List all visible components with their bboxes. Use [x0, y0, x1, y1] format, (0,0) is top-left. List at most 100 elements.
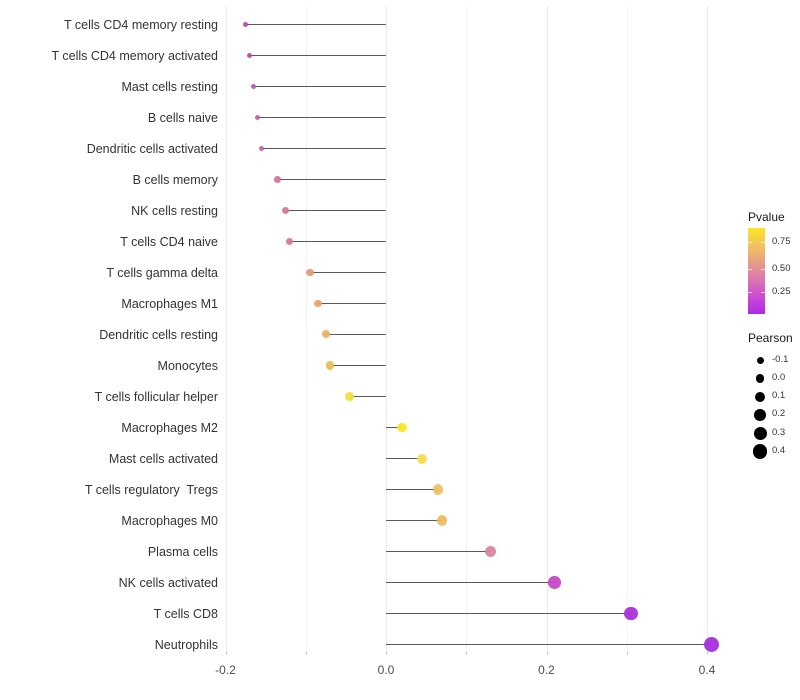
- lollipop-stem: [386, 457, 423, 460]
- lollipop-dot: [250, 83, 257, 90]
- pearson-legend-dot: [754, 409, 766, 421]
- category-label: Dendritic cells activated: [86, 141, 218, 156]
- pvalue-tick-label: 0.50: [772, 262, 791, 274]
- category-label: T cells CD4 memory resting: [64, 17, 218, 32]
- category-label: Plasma cells: [147, 544, 218, 559]
- pearson-legend-dot: [756, 356, 764, 364]
- lollipop-stem: [289, 240, 386, 243]
- lollipop-dot: [325, 361, 334, 370]
- lollipop-stem: [309, 271, 386, 274]
- pearson-legend-dot: [755, 373, 765, 383]
- category-label: T cells gamma delta: [106, 265, 218, 280]
- pearson-legend-label: 0.3: [772, 426, 786, 438]
- category-label: B cells memory: [132, 172, 218, 187]
- pearson-legend-dot: [753, 426, 767, 440]
- pvalue-colorbar: [748, 228, 765, 314]
- lollipop-dot: [417, 453, 428, 464]
- category-label: T cells follicular helper: [94, 389, 218, 404]
- lollipop-stem: [386, 519, 443, 522]
- lollipop-dot: [548, 576, 561, 589]
- axis-tick: [386, 652, 387, 655]
- lollipop-stem: [317, 302, 386, 305]
- axis-tick: [225, 652, 227, 655]
- colorbar-tick: [761, 242, 765, 243]
- x-tick-label: -0.2: [215, 663, 236, 677]
- axis-tick: [466, 652, 468, 655]
- lollipop-dot: [432, 484, 444, 495]
- x-tick-label: 0.2: [538, 663, 555, 677]
- colorbar-tick: [748, 292, 752, 293]
- category-label: NK cells resting: [131, 203, 218, 218]
- lollipop-dot: [436, 515, 448, 526]
- category-label: Monocytes: [157, 358, 218, 373]
- lollipop-stem: [386, 643, 711, 646]
- pvalue-tick-label: 0.75: [772, 236, 791, 247]
- lollipop-stem: [329, 364, 386, 367]
- pearson-legend-label: 0.4: [772, 445, 786, 456]
- pearson-legend-label: 0.1: [772, 390, 786, 402]
- gridline-major: [386, 6, 387, 652]
- lollipop-dot: [345, 392, 355, 401]
- axis-tick: [707, 652, 708, 655]
- lollipop-stem: [261, 147, 386, 150]
- lollipop-dot: [247, 53, 253, 58]
- lollipop-stem: [386, 612, 631, 615]
- category-label: Dendritic cells resting: [99, 327, 218, 342]
- gridline-minor: [305, 6, 307, 652]
- colorbar-tick: [748, 268, 752, 270]
- x-tick-label: 0.0: [377, 663, 395, 677]
- pearson-legend-title: Pearson: [748, 331, 793, 345]
- lollipop-stem: [386, 488, 439, 491]
- lollipop-dot: [282, 207, 290, 214]
- pearson-legend-label: 0.2: [772, 408, 786, 420]
- lollipop-dot: [484, 545, 496, 558]
- category-label: Macrophages M1: [121, 296, 218, 311]
- gridline-major: [546, 6, 548, 652]
- category-label: B cells naive: [147, 110, 218, 125]
- gridline-major: [707, 6, 708, 652]
- category-label: T cells CD4 memory activated: [51, 48, 219, 63]
- lollipop-dot: [321, 330, 330, 339]
- lollipop-stem: [386, 426, 403, 429]
- lollipop-stem: [285, 209, 386, 212]
- lollipop-dot: [274, 176, 281, 183]
- lollipop-stem: [386, 581, 555, 584]
- lollipop-dot: [306, 268, 314, 277]
- pearson-legend-label: 0.0: [772, 371, 786, 383]
- lollipop-dot: [243, 22, 249, 27]
- lollipop-stem: [325, 333, 386, 336]
- category-label: NK cells activated: [118, 575, 218, 590]
- lollipop-dot: [258, 145, 265, 152]
- pvalue-tick-label: 0.25: [772, 286, 791, 297]
- category-label: T cells regulatory Tregs: [84, 482, 218, 497]
- lollipop-dot: [397, 422, 407, 433]
- lollipop-dot: [313, 299, 322, 308]
- category-label: Mast cells activated: [108, 451, 218, 466]
- axis-tick: [546, 652, 548, 655]
- lollipop-dot: [254, 114, 261, 121]
- lollipop-dot: [286, 237, 294, 245]
- pearson-legend-dot: [754, 391, 766, 402]
- category-label: Macrophages M2: [121, 420, 218, 435]
- lollipop-stem: [349, 395, 386, 398]
- pearson-legend-dot: [752, 444, 768, 459]
- gridline-minor: [466, 6, 468, 652]
- category-label: T cells CD8: [153, 606, 218, 621]
- lollipop-dot: [703, 637, 719, 652]
- lollipop-stem: [249, 54, 386, 57]
- lollipop-stem: [245, 23, 386, 26]
- axis-tick: [305, 652, 307, 655]
- x-tick-label: 0.4: [698, 663, 716, 677]
- colorbar-tick: [748, 242, 752, 243]
- category-label: Neutrophils: [154, 637, 218, 652]
- colorbar-tick: [761, 268, 765, 270]
- axis-tick: [626, 652, 628, 655]
- pvalue-legend-title: Pvalue: [748, 210, 785, 224]
- lollipop-stem: [386, 550, 491, 553]
- lollipop-dot: [624, 606, 638, 621]
- category-label: T cells CD4 naive: [120, 234, 218, 249]
- pearson-legend-label: -0.1: [772, 353, 789, 365]
- lollipop-stem: [257, 116, 386, 119]
